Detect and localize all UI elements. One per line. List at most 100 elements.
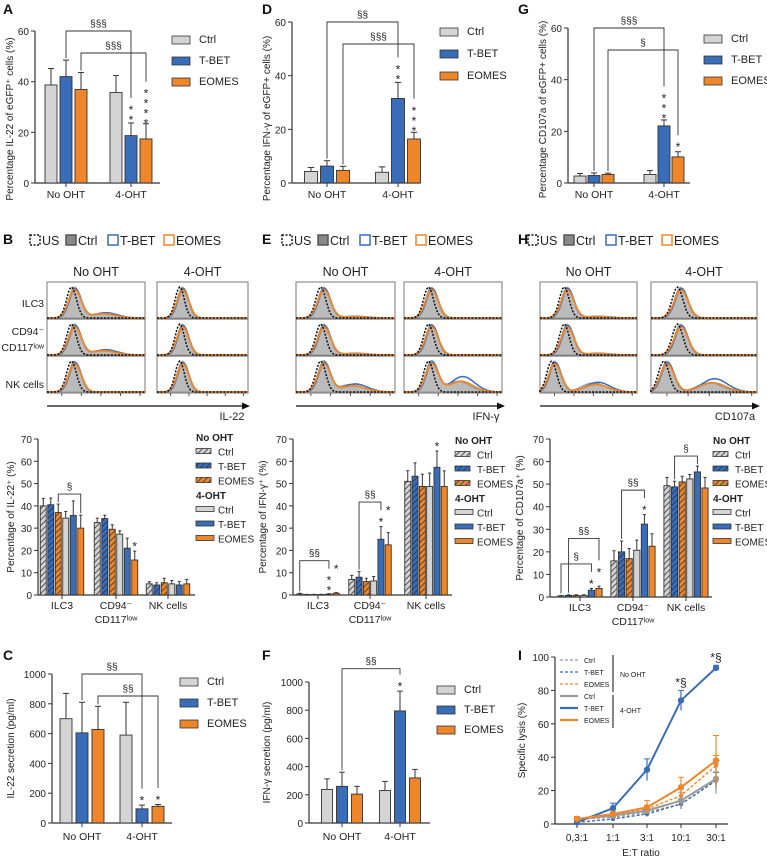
histogram-eomes [539,363,637,393]
bar-eomes-0 [74,89,88,184]
bar-eomes-2 [418,486,426,596]
bar-t-bet-1 [618,551,626,598]
legend-label: Ctrl [735,509,751,520]
data-point [643,804,651,811]
legend-label: US [294,234,311,248]
significance-stars: * [671,140,685,150]
y-tick-label: 40 [21,502,33,513]
legend-label: T-BET [218,520,246,531]
y-tick-label: 200 [286,791,303,802]
legend-item: T-BET [712,465,763,476]
histogram-ctrl [404,359,502,393]
y-tick-label: 10 [533,570,545,581]
bracket-label: §§§ [105,41,122,52]
y-tick-label: 0 [40,819,46,830]
significance-stars: * [584,577,598,587]
legend-item: EOMES [171,76,239,88]
bar-t-bet-2 [433,466,441,596]
significance-bracket [568,537,600,593]
legend-label: EOMES [218,477,254,488]
x-category-label: No OHT [575,189,614,201]
x-category-label: 4-OHT [384,831,416,843]
x-category-label: No OHT [323,831,362,843]
legend-label: Ctrl [218,506,234,517]
legend-label: US [540,234,557,248]
legend-item: T-BET [703,54,762,66]
bar-eomes-2 [440,486,448,596]
legend-item: Ctrl [454,509,493,520]
bar-ctrl-1 [375,171,389,184]
legend-group-label: 4-OHT [196,491,226,502]
condition-header: 4-OHT [434,265,472,279]
significance-annotation: *§ [710,650,721,664]
bar-ctrl-1 [93,522,101,596]
x-tick-label: 0,3:1 [566,833,589,844]
y-axis-label: Percentage of IFN-γ⁺ (%) [258,460,269,573]
significance-stars: ** [322,574,336,594]
bar-eomes-2 [183,583,191,596]
significance-bracket [80,52,147,82]
significance-bracket [593,27,665,171]
bar-t-bet-0 [69,514,77,596]
y-tick-label: 1000 [24,670,47,681]
bar-chart-e2: 0 10 20 30 40 50 60 70 Percentage of IFN-γ⁺ (%) I… [258,435,513,626]
bar-t-bet-0 [59,76,73,184]
bar-ctrl-1 [633,549,641,598]
flow-legend-item: EOMES [415,234,473,248]
x-category-label: CD94⁻ [100,600,133,612]
legend-label: Ctrl [584,658,595,665]
bar-ctrl-2 [663,485,671,598]
legend-swatch [195,535,215,541]
legend-swatch [563,234,575,246]
bar-t-bet-0 [320,165,334,184]
legend-swatch [712,509,732,515]
legend-swatch [195,448,212,454]
y-tick-label: 50 [533,480,545,491]
significance-stars: *** [657,91,671,121]
y-tick-label: 40 [18,78,30,89]
bar-eomes-2 [160,582,168,596]
bar-eomes-0 [351,793,363,824]
legend-item: T-BET [454,523,505,534]
bar-eomes-0 [601,174,615,184]
legend-item: Ctrl [712,509,751,520]
legend-label: EOMES [584,682,610,689]
significance-stars: * [135,794,149,804]
x-category-label: 4-OHT [382,189,414,201]
condition-header: No OHT [566,265,612,279]
bracket-label: §§ [106,662,117,673]
histogram-eomes [540,288,637,319]
condition-header: 4-OHT [184,265,222,279]
y-tick-label: 0 [556,179,562,190]
histogram-eomes [47,325,145,356]
legend-swatch [454,451,471,457]
histogram-us [157,322,248,356]
legend-item: EOMES [179,718,247,730]
bar-ctrl-1 [379,790,391,824]
legend-item: EOMES [454,480,513,491]
y-tick-label: 60 [275,18,287,29]
x-category-label: CD117ˡᵒʷ [612,616,656,628]
significance-bracket [358,501,382,570]
bracket-label: §§§ [90,19,107,30]
legend-label: Ctrl [477,451,493,462]
bar-t-bet-1 [123,547,131,596]
significance-bracket [341,668,401,771]
bar-ctrl-0 [296,593,304,596]
y-axis-label: Percentage CD107a of eGFP+ cells (%) [538,21,549,199]
legend-label: T-BET [735,465,763,476]
histogram-us [404,285,502,319]
y-tick-label: 10 [276,569,288,580]
x-tick-label: 10:1 [671,833,691,844]
legend-swatch [454,509,474,515]
legend-item: Ctrl [439,26,484,38]
legend-item: T-BET [436,704,495,716]
legend-label: T-BET [584,670,605,677]
legend-item: EOMES [439,70,507,82]
legend-item: Ctrl [560,694,595,701]
flow-legend-item: T-BET [359,234,408,248]
histogram-eomes [47,288,145,319]
y-tick-label: 30 [533,525,545,536]
data-point [712,757,720,764]
